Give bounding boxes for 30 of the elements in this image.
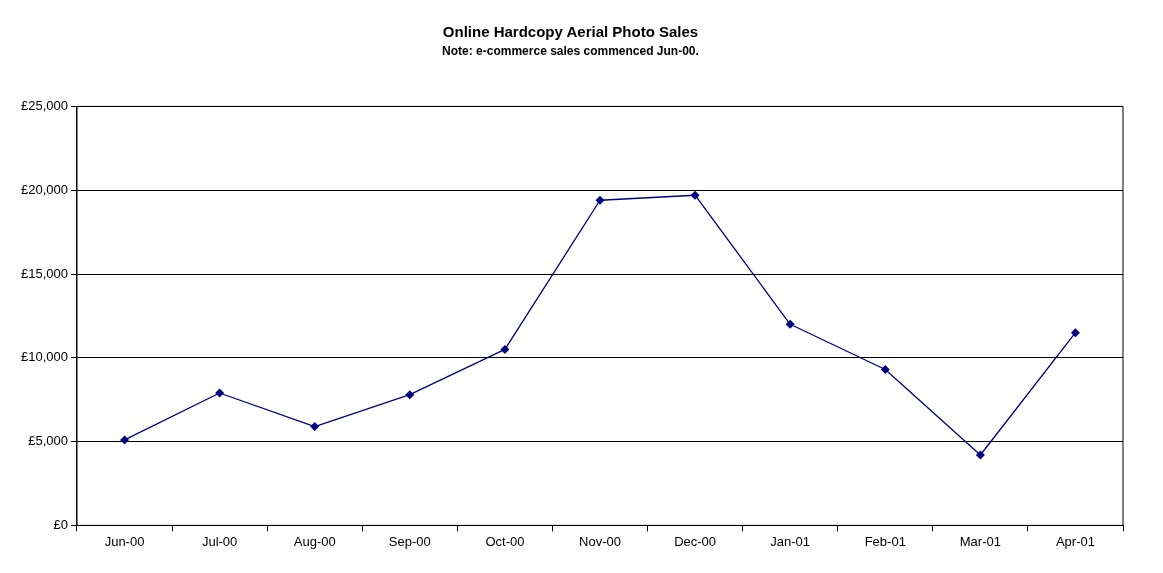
point: [500, 344, 510, 354]
y-tick-label: £15,000: [20, 265, 68, 281]
x-tick-label: Sep-00: [388, 533, 431, 549]
chart-subtitle: Note: e-commerce sales commenced Jun-00.: [442, 43, 699, 58]
y-tick-label: £0: [53, 516, 68, 532]
point: [690, 190, 700, 200]
x-tick-label: Nov-00: [579, 533, 621, 549]
point: [880, 365, 890, 375]
x-tick-label: Jul-00: [201, 533, 238, 549]
point: [1070, 328, 1080, 338]
point: [975, 450, 985, 460]
x-tick-label: Jan-01: [770, 533, 811, 549]
x-tick-label: Apr-01: [1055, 533, 1095, 549]
y-tick-label: £10,000: [20, 349, 68, 365]
x-tick-label: Jun-00: [104, 533, 145, 549]
point: [785, 319, 795, 329]
point: [405, 390, 415, 400]
y-tick-label: £25,000: [20, 97, 68, 113]
x-tick-label: Dec-00: [674, 533, 717, 549]
y-tick-label: £5,000: [28, 433, 68, 449]
y-tick-label: £20,000: [20, 181, 68, 197]
x-tick-label: Feb-01: [864, 533, 906, 549]
x-tick-label: Oct-00: [485, 533, 525, 549]
point: [310, 422, 320, 432]
point: [120, 435, 130, 445]
x-tick-label: Mar-01: [959, 533, 1001, 549]
x-tick-label: Aug-00: [293, 533, 336, 549]
point: [595, 195, 605, 205]
point: [215, 388, 225, 398]
chart-title: Online Hardcopy Aerial Photo Sales: [442, 23, 699, 41]
